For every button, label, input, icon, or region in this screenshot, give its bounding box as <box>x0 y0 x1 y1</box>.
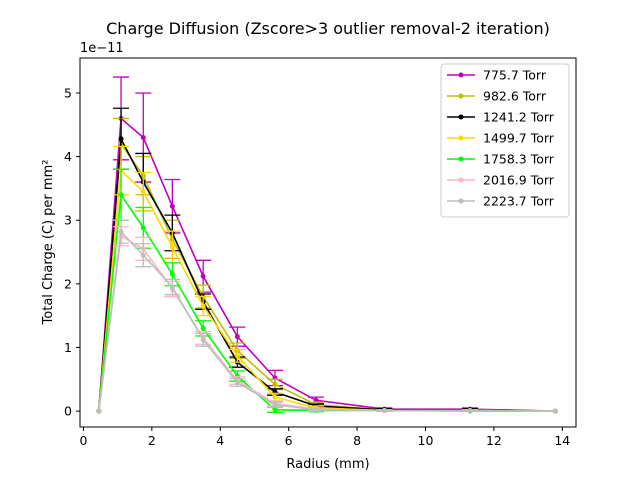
data-point <box>200 273 206 279</box>
plot-area <box>96 76 558 414</box>
data-point <box>234 334 240 340</box>
legend: 775.7 Torr 982.6 Torr 1241.2 Torr 1499.7 To… <box>440 63 570 218</box>
data-point <box>169 284 175 290</box>
data-point <box>118 229 124 235</box>
legend-item: 1241.2 Torr <box>447 110 555 125</box>
data-point <box>313 397 319 403</box>
y-axis-label: Total Charge (C) per mm² <box>41 160 56 326</box>
legend-swatch-marker <box>458 93 464 99</box>
x-tick-label: 0 <box>79 433 87 448</box>
series-6 <box>96 219 558 414</box>
legend-label: 775.7 Torr <box>483 68 547 83</box>
data-point <box>272 407 278 413</box>
data-point <box>381 407 387 413</box>
legend-item: 2016.9 Torr <box>447 173 555 188</box>
y-tick-label: 5 <box>64 85 72 100</box>
data-point <box>272 402 278 408</box>
data-point <box>140 135 146 141</box>
legend-swatch-marker <box>458 72 464 78</box>
data-point <box>169 271 175 277</box>
legend-label: 2223.7 Torr <box>483 194 555 209</box>
legend-item: 775.7 Torr <box>447 68 547 83</box>
x-tick-label: 8 <box>353 433 361 448</box>
y-tick-label: 1 <box>64 340 72 355</box>
data-point <box>200 337 206 343</box>
data-point <box>169 203 175 209</box>
x-tick-label: 12 <box>486 433 502 448</box>
legend-box <box>440 63 570 218</box>
data-point <box>96 408 102 414</box>
data-point <box>140 225 146 231</box>
legend-item: 982.6 Torr <box>447 89 547 104</box>
data-point <box>118 136 124 142</box>
legend-label: 2016.9 Torr <box>483 173 555 188</box>
data-point <box>313 407 319 413</box>
data-point <box>234 353 240 359</box>
y-tick-label: 3 <box>64 213 72 228</box>
legend-swatch-marker <box>458 156 464 162</box>
y-tick-label: 4 <box>64 149 72 164</box>
legend-swatch-marker <box>458 135 464 141</box>
chart-title: Charge Diffusion (Zscore>3 outlier remov… <box>106 19 550 38</box>
data-point <box>467 407 473 413</box>
x-tick-label: 4 <box>216 433 224 448</box>
legend-swatch-marker <box>458 114 464 120</box>
y-tick-label: 0 <box>64 404 72 419</box>
data-point <box>140 189 146 195</box>
data-point <box>234 379 240 385</box>
legend-swatch-marker <box>458 177 464 183</box>
legend-item: 2223.7 Torr <box>447 194 555 209</box>
data-point <box>272 394 278 400</box>
legend-label: 1499.7 Torr <box>483 131 555 146</box>
x-tick-label: 2 <box>148 433 156 448</box>
x-tick-label: 10 <box>418 433 434 448</box>
data-point <box>118 192 124 198</box>
data-point <box>272 381 278 387</box>
legend-item: 1758.3 Torr <box>447 152 555 167</box>
legend-item: 1499.7 Torr <box>447 131 555 146</box>
x-tick-label: 14 <box>554 433 570 448</box>
legend-swatch-marker <box>458 198 464 204</box>
y-tick-label: 2 <box>64 276 72 291</box>
x-axis-label: Radius (mm) <box>286 457 369 472</box>
legend-label: 982.6 Torr <box>483 89 547 104</box>
x-tick-label: 6 <box>285 433 293 448</box>
data-point <box>552 408 558 414</box>
axes-frame <box>79 57 577 428</box>
data-point <box>200 325 206 331</box>
y-offset-label: 1e−11 <box>80 41 124 56</box>
data-point <box>140 252 146 258</box>
data-point <box>169 244 175 250</box>
legend-label: 1241.2 Torr <box>483 110 555 125</box>
data-point <box>200 303 206 309</box>
legend-label: 1758.3 Torr <box>483 152 555 167</box>
